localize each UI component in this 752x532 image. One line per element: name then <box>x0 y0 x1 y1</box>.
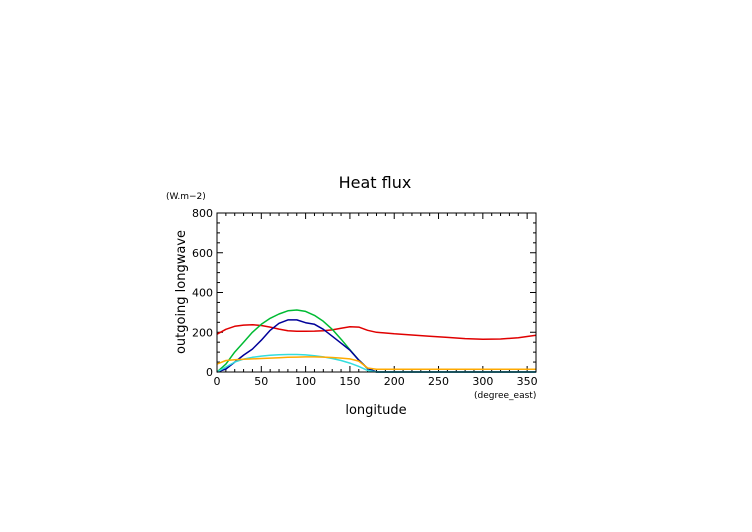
plot-frame <box>216 212 537 373</box>
x-tick-label: 0 <box>214 375 221 388</box>
x-tick-label: 250 <box>428 375 449 388</box>
y-unit-label: (W.m−2) <box>166 192 206 202</box>
series-lines <box>216 309 537 373</box>
chart-title: Heat flux <box>339 173 412 192</box>
y-tick-label: 0 <box>206 366 213 379</box>
x-tick-label: 200 <box>384 375 405 388</box>
y-axis-title: outgoing longwave <box>174 230 189 354</box>
y-tick-label: 600 <box>192 247 213 260</box>
series-line-2 <box>216 309 536 373</box>
x-axis-title: longitude <box>345 403 406 418</box>
y-tick-label: 200 <box>192 326 213 339</box>
y-tick-label: 800 <box>192 207 213 220</box>
series-line-3 <box>216 319 536 373</box>
series-line-1 <box>216 323 537 340</box>
x-tick-label: 50 <box>254 375 268 388</box>
x-tick-label: 350 <box>517 375 538 388</box>
series-line-5 <box>216 356 536 370</box>
x-tick-label: 150 <box>339 375 360 388</box>
axis-ticks: 0 50 100 150 200 250 300 350 0 200 400 600 800 <box>192 207 538 388</box>
x-tick-label: 300 <box>472 375 493 388</box>
x-tick-label: 100 <box>295 375 316 388</box>
x-unit-label: (degree_east) <box>474 391 536 401</box>
y-tick-label: 400 <box>192 287 213 300</box>
